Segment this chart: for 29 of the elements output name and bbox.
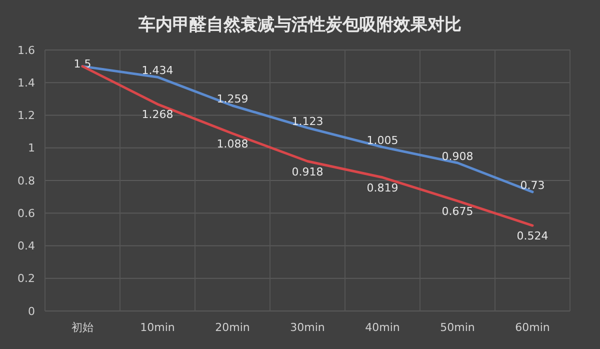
chart-title: 车内甲醛自然衰减与活性炭包吸附效果对比 [138, 15, 462, 35]
y-tick-label: 0.6 [18, 206, 35, 220]
y-tick-label: 1.6 [18, 44, 35, 57]
data-label: 0.918 [292, 165, 324, 178]
data-label: 1.005 [366, 134, 398, 148]
data-label: 0.819 [366, 181, 398, 194]
x-tick-label: 20min [215, 321, 250, 334]
y-tick-label: 0 [28, 304, 35, 318]
data-label: 1.434 [142, 64, 174, 78]
y-tick-label: 1 [28, 142, 35, 155]
data-label: 1.088 [216, 138, 248, 151]
x-tick-label: 40min [365, 321, 400, 334]
data-label: 0.675 [442, 204, 474, 218]
x-tick-label: 初始 [72, 321, 94, 334]
y-tick-label: 1.2 [18, 109, 35, 122]
y-tick-label: 1.4 [18, 76, 35, 90]
y-tick-label: 0.4 [18, 240, 35, 253]
data-label: 1.259 [216, 92, 248, 106]
y-tick-label: 0.2 [18, 272, 35, 286]
x-tick-label: 30min [290, 321, 325, 334]
data-label: 0.73 [520, 178, 545, 192]
data-label: 1.123 [292, 114, 324, 128]
data-label: 1.268 [142, 108, 174, 122]
data-label: 0.524 [516, 230, 548, 243]
x-tick-label: 60min [515, 321, 550, 334]
x-tick-label: 50min [440, 321, 475, 334]
y-tick-label: 0.8 [18, 174, 35, 188]
x-tick-label: 10min [140, 321, 175, 334]
data-label: 0.908 [442, 150, 474, 163]
